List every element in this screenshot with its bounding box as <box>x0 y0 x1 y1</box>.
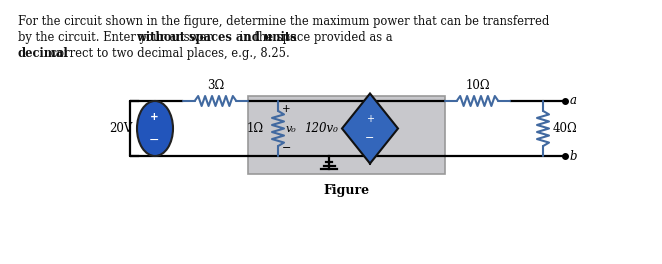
Text: 40Ω: 40Ω <box>553 122 578 135</box>
Bar <box>248 96 445 174</box>
Text: by the circuit. Enter your answer: by the circuit. Enter your answer <box>18 31 216 44</box>
Text: a: a <box>570 95 577 107</box>
Ellipse shape <box>137 101 173 156</box>
Text: decimal: decimal <box>18 47 69 60</box>
Text: +: + <box>150 111 158 121</box>
Text: b: b <box>570 149 577 163</box>
Text: 20V: 20V <box>110 122 133 135</box>
Text: +: + <box>366 114 374 124</box>
Text: in the space provided as a: in the space provided as a <box>236 31 393 44</box>
Text: 10Ω: 10Ω <box>465 79 490 92</box>
Text: 1Ω: 1Ω <box>247 122 264 135</box>
Text: without spaces and units: without spaces and units <box>136 31 297 44</box>
Text: Figure: Figure <box>324 184 369 197</box>
Polygon shape <box>342 93 398 163</box>
Text: 3Ω: 3Ω <box>207 79 224 92</box>
Text: For the circuit shown in the figure, determine the maximum power that can be tra: For the circuit shown in the figure, det… <box>18 15 549 28</box>
Text: v₀: v₀ <box>286 124 297 134</box>
Text: −: − <box>149 134 160 147</box>
Text: −: − <box>365 134 375 144</box>
Text: 120v₀: 120v₀ <box>304 122 338 135</box>
Text: −: − <box>282 143 291 153</box>
Text: +: + <box>282 104 291 114</box>
Text: correct to two decimal places, e.g., 8.25.: correct to two decimal places, e.g., 8.2… <box>47 47 290 60</box>
